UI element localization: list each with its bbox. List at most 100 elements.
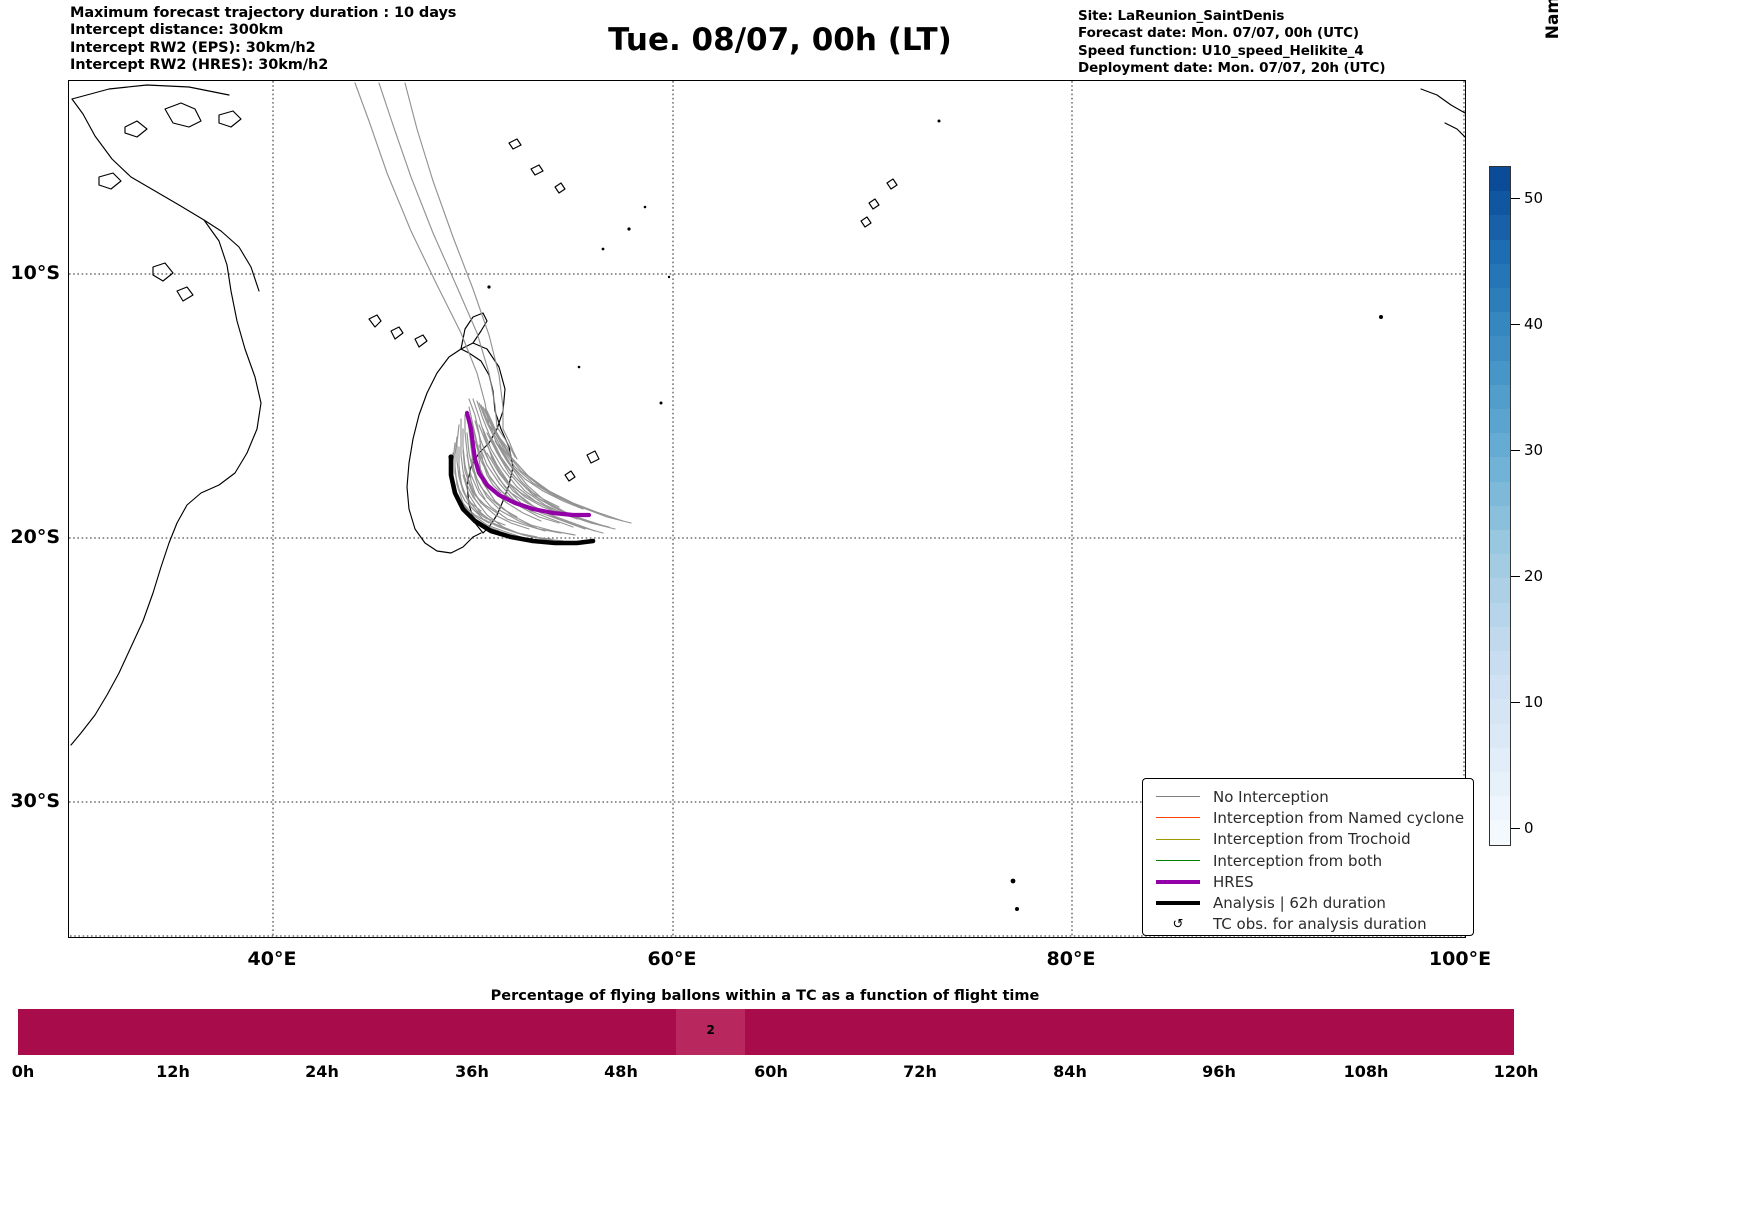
header-left-metadata: Maximum forecast trajectory duration : 1… [70, 5, 630, 75]
colorbar-step [1490, 312, 1510, 337]
map-xtick-3: 100°E [1428, 948, 1492, 970]
time-tick-8: 96h [1202, 1062, 1236, 1081]
colorbar-step [1490, 384, 1510, 410]
time-tick-3: 36h [455, 1062, 489, 1081]
legend-item-tc-obs[interactable]: ↺ TC obs. for analysis duration [1143, 914, 1473, 935]
colorbar-tick-mark [1511, 198, 1520, 199]
colorbar-step [1490, 433, 1510, 458]
time-tick-9: 108h [1343, 1062, 1389, 1081]
percentage-bar[interactable]: 2 [18, 1009, 1514, 1055]
colorbar-tick-mark [1511, 450, 1520, 451]
map-ytick-1: 20°S [10, 526, 60, 548]
legend-item-trochoid[interactable]: Interception from Trochoid [1143, 829, 1473, 850]
colorbar-step [1490, 409, 1510, 434]
colorbar-gradient [1489, 166, 1511, 846]
colorbar-tick-label: 40 [1524, 315, 1544, 333]
time-tick-6: 72h [903, 1062, 937, 1081]
colorbar-step [1490, 723, 1510, 748]
colorbar-step [1490, 239, 1510, 264]
colorbar-step [1490, 263, 1510, 289]
eps-trajectory-bundle [354, 82, 632, 542]
percentage-bar-segment[interactable] [676, 1009, 746, 1055]
colorbar-tick-label: 20 [1524, 567, 1544, 585]
colorbar-step [1490, 554, 1510, 579]
time-tick-7: 84h [1053, 1062, 1087, 1081]
colorbar-step [1490, 820, 1510, 845]
time-tick-0: 0h [11, 1062, 35, 1081]
time-tick-2: 24h [305, 1062, 339, 1081]
header-left-line-0: Maximum forecast trajectory duration : 1… [70, 5, 457, 21]
time-tick-1: 12h [156, 1062, 190, 1081]
coastlines [70, 84, 1465, 746]
header-left-line-1: Intercept distance: 300km [70, 22, 284, 39]
legend-label: Interception from both [1213, 851, 1383, 870]
time-axis: 0h 12h 24h 36h 48h 60h 72h 84h 96h 108h … [0, 1062, 1752, 1092]
colorbar-tick-mark [1511, 702, 1520, 703]
deployment-marker [448, 454, 454, 460]
header-left-line-3: Intercept RW2 (HRES): 30km/h2 [70, 57, 329, 74]
colorbar-tick-label: 30 [1524, 441, 1544, 459]
colorbar-step [1490, 699, 1510, 724]
legend-label: Interception from Trochoid [1213, 830, 1411, 849]
analysis-trajectory [448, 454, 596, 546]
colorbar-step [1490, 288, 1510, 313]
hres-trajectory [464, 410, 592, 518]
legend-item-analysis[interactable]: Analysis | 62h duration [1143, 892, 1473, 913]
colorbar-step [1490, 626, 1510, 652]
legend-label: No Interception [1213, 787, 1329, 806]
colorbar-axis-label: Named cyclones forecast - Number of EPS … [1538, 0, 1568, 140]
colorbar-step [1490, 505, 1510, 531]
time-tick-10: 120h [1493, 1062, 1539, 1081]
map-ytick-2: 30°S [10, 790, 60, 812]
colorbar-step [1490, 481, 1510, 506]
colorbar-step [1490, 336, 1510, 361]
colorbar-step [1490, 772, 1510, 797]
header-right-line-1: Forecast date: Mon. 07/07, 00h (UTC) [1078, 25, 1359, 42]
colorbar-step [1490, 457, 1510, 482]
map-xtick-1: 60°E [647, 948, 697, 970]
cyclone-obs-icon: ↺ [1172, 916, 1184, 932]
time-tick-4: 48h [604, 1062, 638, 1081]
legend-label: Analysis | 62h duration [1213, 894, 1386, 913]
legend-swatch-line-icon [1156, 796, 1200, 798]
legend-label: HRES [1213, 872, 1254, 891]
percentage-bar-title: Percentage of flying ballons within a TC… [490, 988, 1040, 1004]
legend-label: TC obs. for analysis duration [1213, 915, 1427, 934]
header-right-metadata: Site: LaReunion_SaintDenis Forecast date… [1078, 8, 1498, 78]
time-tick-5: 60h [754, 1062, 788, 1081]
map-ytick-0: 10°S [10, 262, 60, 284]
colorbar-tick-mark [1511, 828, 1520, 829]
island-specks [487, 119, 1383, 911]
legend-item-no-interception[interactable]: No Interception [1143, 786, 1473, 807]
header-right-line-0: Site: LaReunion_SaintDenis [1078, 8, 1285, 24]
colorbar-tick-mark [1511, 324, 1520, 325]
percentage-bar-segment-value: 2 [706, 1023, 715, 1037]
colorbar-tick-label: 50 [1524, 189, 1544, 207]
colorbar-step [1490, 530, 1510, 555]
colorbar-step [1490, 747, 1510, 773]
legend-swatch-line-icon [1156, 879, 1200, 884]
map-canvas [69, 81, 1465, 937]
map-xtick-0: 40°E [247, 948, 297, 970]
colorbar-step [1490, 578, 1510, 603]
header-left-line-2: Intercept RW2 (EPS): 30km/h2 [70, 39, 316, 56]
colorbar-step [1490, 675, 1510, 700]
colorbar-tick-label: 10 [1524, 693, 1544, 711]
legend-item-both[interactable]: Interception from both [1143, 850, 1473, 871]
colorbar-step [1490, 602, 1510, 627]
colorbar-tick-label: 0 [1524, 819, 1534, 837]
legend-label: Interception from Named cyclone [1213, 808, 1465, 827]
colorbar-step [1490, 651, 1510, 676]
legend-swatch-line-icon [1156, 817, 1200, 819]
legend-item-named-cyclone[interactable]: Interception from Named cyclone [1143, 807, 1473, 828]
map-legend[interactable]: No Interception Interception from Named … [1142, 778, 1474, 936]
legend-swatch-line-icon [1156, 860, 1200, 862]
legend-swatch-line-icon [1156, 838, 1200, 840]
header-right-line-3: Deployment date: Mon. 07/07, 20h (UTC) [1078, 60, 1386, 77]
colorbar-ticks: 50 40 30 20 10 0 [1511, 160, 1571, 852]
map-xtick-2: 80°E [1046, 948, 1096, 970]
colorbar-tick-mark [1511, 576, 1520, 577]
colorbar-step [1490, 167, 1510, 192]
legend-item-hres[interactable]: HRES [1143, 871, 1473, 892]
colorbar-step [1490, 360, 1510, 385]
